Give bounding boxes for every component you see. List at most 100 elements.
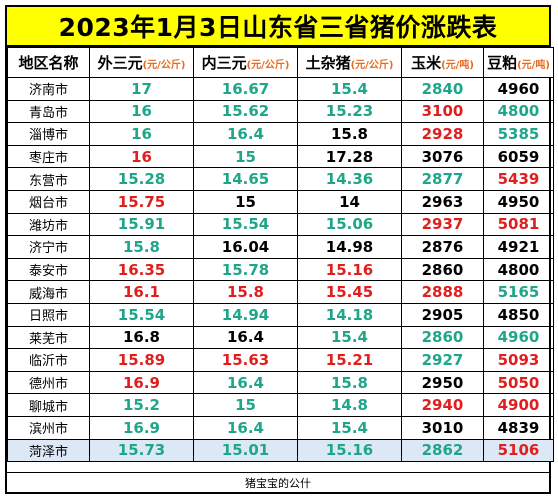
price-cell: 15 [193,189,298,214]
table-row: 临沂市 15.89 15.63 15.21 2927 5093 [7,348,554,372]
column-header-label: 内三元 [201,54,247,72]
price-cell: 15.06 [297,212,402,237]
price-cell: 4900 [483,393,554,417]
column-header-label: 地区名称 [18,54,79,72]
price-cell: 2877 [401,167,484,191]
region-name: 济宁市 [7,235,90,259]
price-cell: 16 [89,122,194,146]
price-cell: 15.8 [297,370,402,395]
price-cell: 5439 [483,167,554,191]
price-cell: 2950 [401,370,484,395]
header-row: 地区名称 外三元(元/公斤) 内三元(元/公斤) 土杂猪(元/公斤) 玉米(元/吨) 豆粕… [7,47,554,78]
column-header-unit: (元/吨) [517,60,550,71]
price-cell: 15.89 [89,348,194,372]
table-row: 莱芜市 16.8 16.4 15.4 2860 4960 [7,325,554,350]
price-cell: 15.54 [89,302,194,327]
price-cell: 4800 [483,257,554,282]
region-name: 菏泽市 [7,438,90,463]
column-header-label: 玉米 [411,54,442,72]
price-cell: 15 [193,393,298,417]
price-cell: 14.18 [297,302,402,327]
price-cell: 14.65 [193,167,298,191]
column-header-unit: (元/公斤) [142,60,186,71]
table-body: 济南市 17 16.67 15.4 2840 4960 青岛市 16 15.62 15.23 310… [7,77,554,463]
price-cell: 15.45 [297,280,402,304]
price-cell: 16 [89,144,194,169]
price-cell: 6059 [483,144,554,169]
price-cell: 15.23 [297,99,402,124]
price-cell: 4839 [483,415,554,440]
price-cell: 14.36 [297,167,402,191]
region-name: 威海市 [7,280,90,304]
price-cell: 15 [193,144,298,169]
price-sheet: 2023年1月3日山东省三省猪价涨跌表 地区名称 外三元(元/公斤) 内三元(元/公… [5,5,554,494]
price-cell: 16.67 [193,77,298,101]
column-header-unit: (元/公斤) [246,60,290,71]
table-row: 泰安市 16.35 15.78 15.16 2860 4800 [7,257,554,282]
region-name: 淄博市 [7,122,90,146]
region-name: 青岛市 [7,99,90,124]
price-cell: 4950 [483,189,554,214]
table-row: 济宁市 15.8 16.04 14.98 2876 4921 [7,235,554,259]
price-cell: 2860 [401,325,484,350]
price-cell: 15.28 [89,167,194,191]
price-table: 地区名称 外三元(元/公斤) 内三元(元/公斤) 土杂猪(元/公斤) 玉米(元/吨) 豆粕… [7,47,554,463]
price-cell: 16.4 [193,370,298,395]
price-cell: 2905 [401,302,484,327]
price-cell: 16.35 [89,257,194,282]
price-cell: 2876 [401,235,484,259]
sheet-title: 2023年1月3日山东省三省猪价涨跌表 [7,7,549,47]
region-name: 德州市 [7,370,90,395]
price-cell: 2840 [401,77,484,101]
price-cell: 2937 [401,212,484,237]
table-row: 济南市 17 16.67 15.4 2840 4960 [7,77,554,101]
price-cell: 16 [89,99,194,124]
table-row: 德州市 16.9 16.4 15.8 2950 5050 [7,370,554,395]
price-cell: 16.8 [89,325,194,350]
price-cell: 14 [297,189,402,214]
price-cell: 4800 [483,99,554,124]
table-row: 聊城市 15.2 15 14.8 2940 4900 [7,393,554,417]
price-cell: 2940 [401,393,484,417]
price-cell: 5093 [483,348,554,372]
price-cell: 4960 [483,325,554,350]
price-cell: 15.4 [297,415,402,440]
price-cell: 4960 [483,77,554,101]
price-cell: 16.9 [89,370,194,395]
price-cell: 16.1 [89,280,194,304]
price-cell: 3076 [401,144,484,169]
price-cell: 14.94 [193,302,298,327]
region-name: 泰安市 [7,257,90,282]
price-cell: 15.91 [89,212,194,237]
price-cell: 15.54 [193,212,298,237]
price-cell: 5385 [483,122,554,146]
region-name: 济南市 [7,77,90,101]
price-cell: 15.75 [89,189,194,214]
price-cell: 14.98 [297,235,402,259]
price-cell: 2860 [401,257,484,282]
table-row: 滨州市 16.9 16.4 15.4 3010 4839 [7,415,554,440]
price-cell: 15.16 [297,257,402,282]
price-cell: 4850 [483,302,554,327]
column-header: 地区名称 [7,47,90,78]
table-row: 威海市 16.1 15.8 15.45 2888 5165 [7,280,554,304]
price-cell: 2963 [401,189,484,214]
region-name: 潍坊市 [7,212,90,237]
column-header-unit: (元/吨) [441,60,474,71]
price-cell: 15.8 [193,280,298,304]
table-row: 日照市 15.54 14.94 14.18 2905 4850 [7,302,554,327]
table-row: 菏泽市 15.73 15.01 15.16 2862 5106 [7,438,554,463]
region-name: 日照市 [7,302,90,327]
price-cell: 15.4 [297,77,402,101]
price-cell: 2928 [401,122,484,146]
price-cell: 5081 [483,212,554,237]
price-cell: 15.8 [89,235,194,259]
price-cell: 15.16 [297,438,402,463]
column-header: 豆粕(元/吨) [483,47,554,78]
price-cell: 16.04 [193,235,298,259]
footer-credit: 猪宝宝的公什 [7,472,549,492]
price-cell: 3010 [401,415,484,440]
region-name: 临沂市 [7,348,90,372]
price-cell: 15.2 [89,393,194,417]
price-cell: 15.78 [193,257,298,282]
